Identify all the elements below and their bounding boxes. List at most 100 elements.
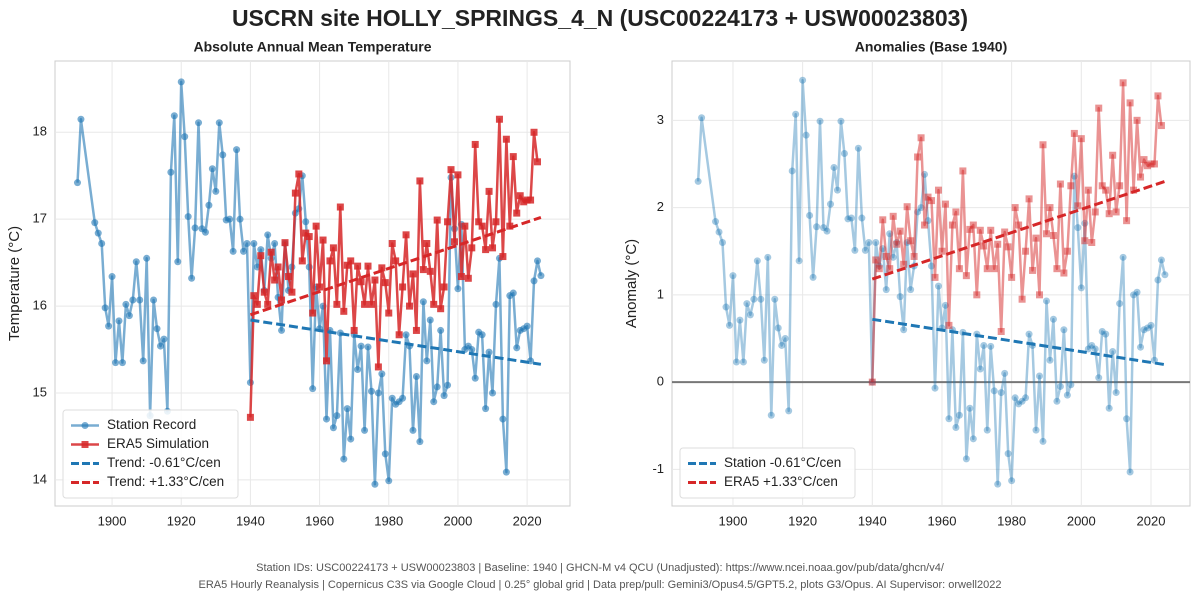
point	[371, 480, 379, 488]
point	[399, 394, 407, 402]
point	[309, 309, 317, 317]
point	[475, 218, 483, 226]
point	[305, 233, 313, 241]
point	[802, 131, 810, 139]
point	[527, 196, 535, 204]
point	[969, 221, 977, 229]
point	[882, 252, 890, 260]
point	[537, 272, 545, 280]
point	[1137, 343, 1145, 351]
point	[468, 244, 476, 252]
point	[502, 468, 510, 476]
point	[316, 283, 324, 291]
point	[416, 177, 424, 185]
point	[1056, 382, 1064, 390]
point	[205, 201, 213, 209]
point	[1116, 300, 1124, 308]
point	[1067, 182, 1075, 190]
point	[291, 189, 299, 197]
legend-label: Station -0.61°C/cen	[724, 455, 841, 470]
point	[236, 215, 244, 223]
point	[969, 435, 977, 443]
x-tick-label: 1940	[858, 513, 887, 528]
point	[395, 331, 403, 339]
point	[125, 312, 133, 320]
point	[253, 300, 261, 308]
point	[990, 265, 998, 273]
point	[952, 208, 960, 216]
point	[1008, 273, 1016, 281]
point	[444, 218, 452, 226]
footer-line: Station IDs: USC00224173 + USW00023803 |…	[256, 562, 945, 574]
point	[478, 331, 486, 339]
point	[229, 247, 237, 255]
point	[371, 276, 379, 284]
point	[719, 238, 727, 246]
point	[743, 300, 751, 308]
point	[1036, 291, 1044, 299]
point	[1015, 221, 1023, 229]
point	[329, 244, 337, 252]
point	[837, 117, 845, 125]
point	[980, 341, 988, 349]
point	[1133, 288, 1141, 296]
point	[1161, 271, 1169, 279]
point	[132, 258, 140, 266]
point	[1039, 141, 1047, 149]
point	[499, 253, 507, 261]
point	[1004, 243, 1012, 251]
point	[516, 192, 524, 200]
point	[482, 246, 490, 254]
point	[246, 413, 254, 421]
point	[191, 224, 199, 232]
point	[156, 342, 164, 350]
x-tick-label: 1920	[167, 513, 196, 528]
point	[1053, 265, 1061, 273]
legend-label: Trend: +1.33°C/cen	[107, 474, 224, 489]
point	[1001, 228, 1009, 236]
point	[1049, 232, 1057, 240]
point	[945, 321, 953, 329]
point	[764, 253, 772, 261]
point	[914, 153, 922, 161]
y-tick-label: 0	[657, 374, 664, 389]
point	[1133, 116, 1141, 124]
point	[1102, 186, 1110, 194]
point	[868, 378, 876, 386]
point	[827, 200, 835, 208]
point	[1119, 253, 1127, 261]
point	[298, 257, 306, 265]
point	[1049, 315, 1057, 323]
point	[91, 219, 99, 227]
point	[323, 415, 331, 423]
point	[1154, 92, 1162, 100]
point	[530, 277, 538, 285]
y-tick-label: 1	[657, 286, 664, 301]
point	[1077, 135, 1085, 143]
point	[284, 273, 292, 281]
point	[1084, 345, 1092, 353]
point	[118, 359, 126, 367]
point	[454, 171, 462, 179]
point	[910, 252, 918, 260]
point	[941, 200, 949, 208]
point	[357, 278, 365, 286]
point	[896, 227, 904, 235]
point	[1105, 210, 1113, 218]
point	[1137, 173, 1145, 181]
point	[994, 240, 1002, 248]
point	[896, 293, 904, 301]
x-tick-label: 2020	[1137, 513, 1166, 528]
point	[1095, 374, 1103, 382]
point	[962, 272, 970, 280]
point	[1098, 182, 1106, 190]
y-tick-label: 17	[33, 211, 47, 226]
legend-label: ERA5 Simulation	[107, 436, 209, 451]
point	[430, 300, 438, 308]
point	[1011, 394, 1019, 402]
point	[1039, 437, 1047, 445]
point	[215, 119, 223, 127]
point	[976, 226, 984, 234]
point	[1070, 129, 1078, 137]
point	[319, 236, 327, 244]
